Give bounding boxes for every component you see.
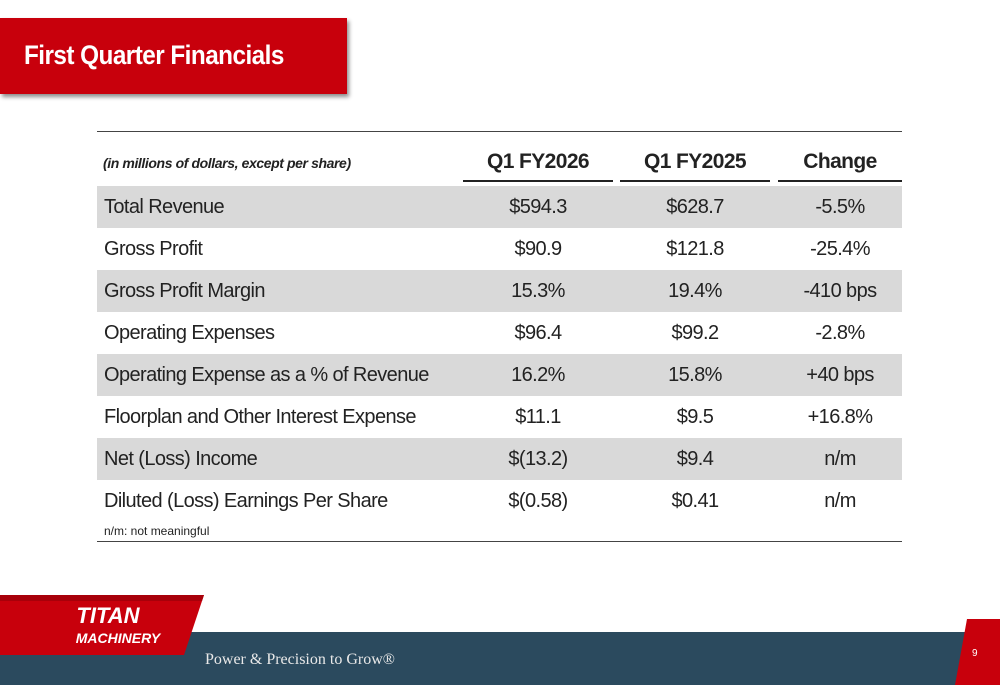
table-row: Gross Profit $90.9 $121.8 -25.4% (97, 228, 902, 270)
page-number-tab (955, 619, 1000, 685)
financials-table: (in millions of dollars, except per shar… (97, 131, 902, 522)
cell-q1-fy2026: 16.2% (511, 364, 565, 386)
page-number: 9 (972, 648, 978, 659)
cell-q1-fy2025: $9.4 (676, 448, 714, 470)
row-label: Operating Expenses (104, 322, 275, 344)
cell-change: -5.5% (815, 196, 865, 218)
table-top-rule (97, 131, 902, 132)
table-row: Floorplan and Other Interest Expense $11… (97, 396, 902, 438)
cell-q1-fy2025: $99.2 (671, 322, 719, 344)
cell-q1-fy2025: 19.4% (668, 280, 722, 302)
cell-q1-fy2026: $96.4 (514, 322, 562, 344)
cell-q1-fy2025: $9.5 (676, 406, 714, 428)
cell-change: n/m (824, 490, 856, 512)
company-logo: TITAN MACHINERY (0, 595, 218, 655)
cell-change: -2.8% (815, 322, 865, 344)
units-note: (in millions of dollars, except per shar… (103, 155, 351, 171)
logo-emblem-icon: TITAN MACHINERY (0, 595, 204, 655)
tagline: Power & Precision to Grow® (205, 651, 395, 668)
cell-q1-fy2026: $594.3 (509, 196, 567, 218)
cell-change: +16.8% (807, 406, 873, 428)
cell-q1-fy2026: $(13.2) (508, 448, 568, 470)
table-row: Total Revenue $594.3 $628.7 -5.5% (97, 186, 902, 228)
title-banner: First Quarter Financials (0, 18, 347, 94)
logo-line1: TITAN (76, 603, 140, 628)
table-bottom-rule (97, 541, 902, 542)
column-header-q1-fy2025: Q1 FY2025 (620, 150, 770, 182)
row-label: Floorplan and Other Interest Expense (104, 406, 417, 428)
cell-q1-fy2025: $0.41 (671, 490, 719, 512)
row-label: Operating Expense as a % of Revenue (104, 364, 429, 386)
table-row: Net (Loss) Income $(13.2) $9.4 n/m (97, 438, 902, 480)
row-label: Total Revenue (104, 196, 225, 218)
cell-q1-fy2025: $628.7 (666, 196, 724, 218)
cell-q1-fy2026: $(0.58) (508, 490, 568, 512)
cell-q1-fy2026: 15.3% (511, 280, 565, 302)
table-row: Gross Profit Margin 15.3% 19.4% -410 bps (97, 270, 902, 312)
cell-change: -25.4% (810, 238, 870, 260)
table-row: Operating Expenses $96.4 $99.2 -2.8% (97, 312, 902, 354)
page-title: First Quarter Financials (24, 40, 284, 70)
row-label: Gross Profit (104, 238, 203, 260)
cell-q1-fy2025: $121.8 (666, 238, 724, 260)
table-row: Diluted (Loss) Earnings Per Share $(0.58… (97, 480, 902, 522)
row-label: Gross Profit Margin (104, 280, 265, 302)
cell-change: -410 bps (803, 280, 877, 302)
logo-line2: MACHINERY (76, 630, 162, 646)
cell-q1-fy2026: $11.1 (515, 406, 561, 428)
column-header-q1-fy2026: Q1 FY2026 (463, 150, 613, 182)
cell-change: +40 bps (806, 364, 874, 386)
cell-q1-fy2025: 15.8% (668, 364, 722, 386)
column-header-change: Change (778, 150, 902, 182)
cell-change: n/m (824, 448, 856, 470)
cell-q1-fy2026: $90.9 (514, 238, 562, 260)
row-label: Net (Loss) Income (104, 448, 258, 470)
footnote: n/m: not meaningful (104, 524, 210, 538)
row-label: Diluted (Loss) Earnings Per Share (104, 490, 388, 512)
table-header-row: (in millions of dollars, except per shar… (97, 132, 902, 186)
table-row: Operating Expense as a % of Revenue 16.2… (97, 354, 902, 396)
